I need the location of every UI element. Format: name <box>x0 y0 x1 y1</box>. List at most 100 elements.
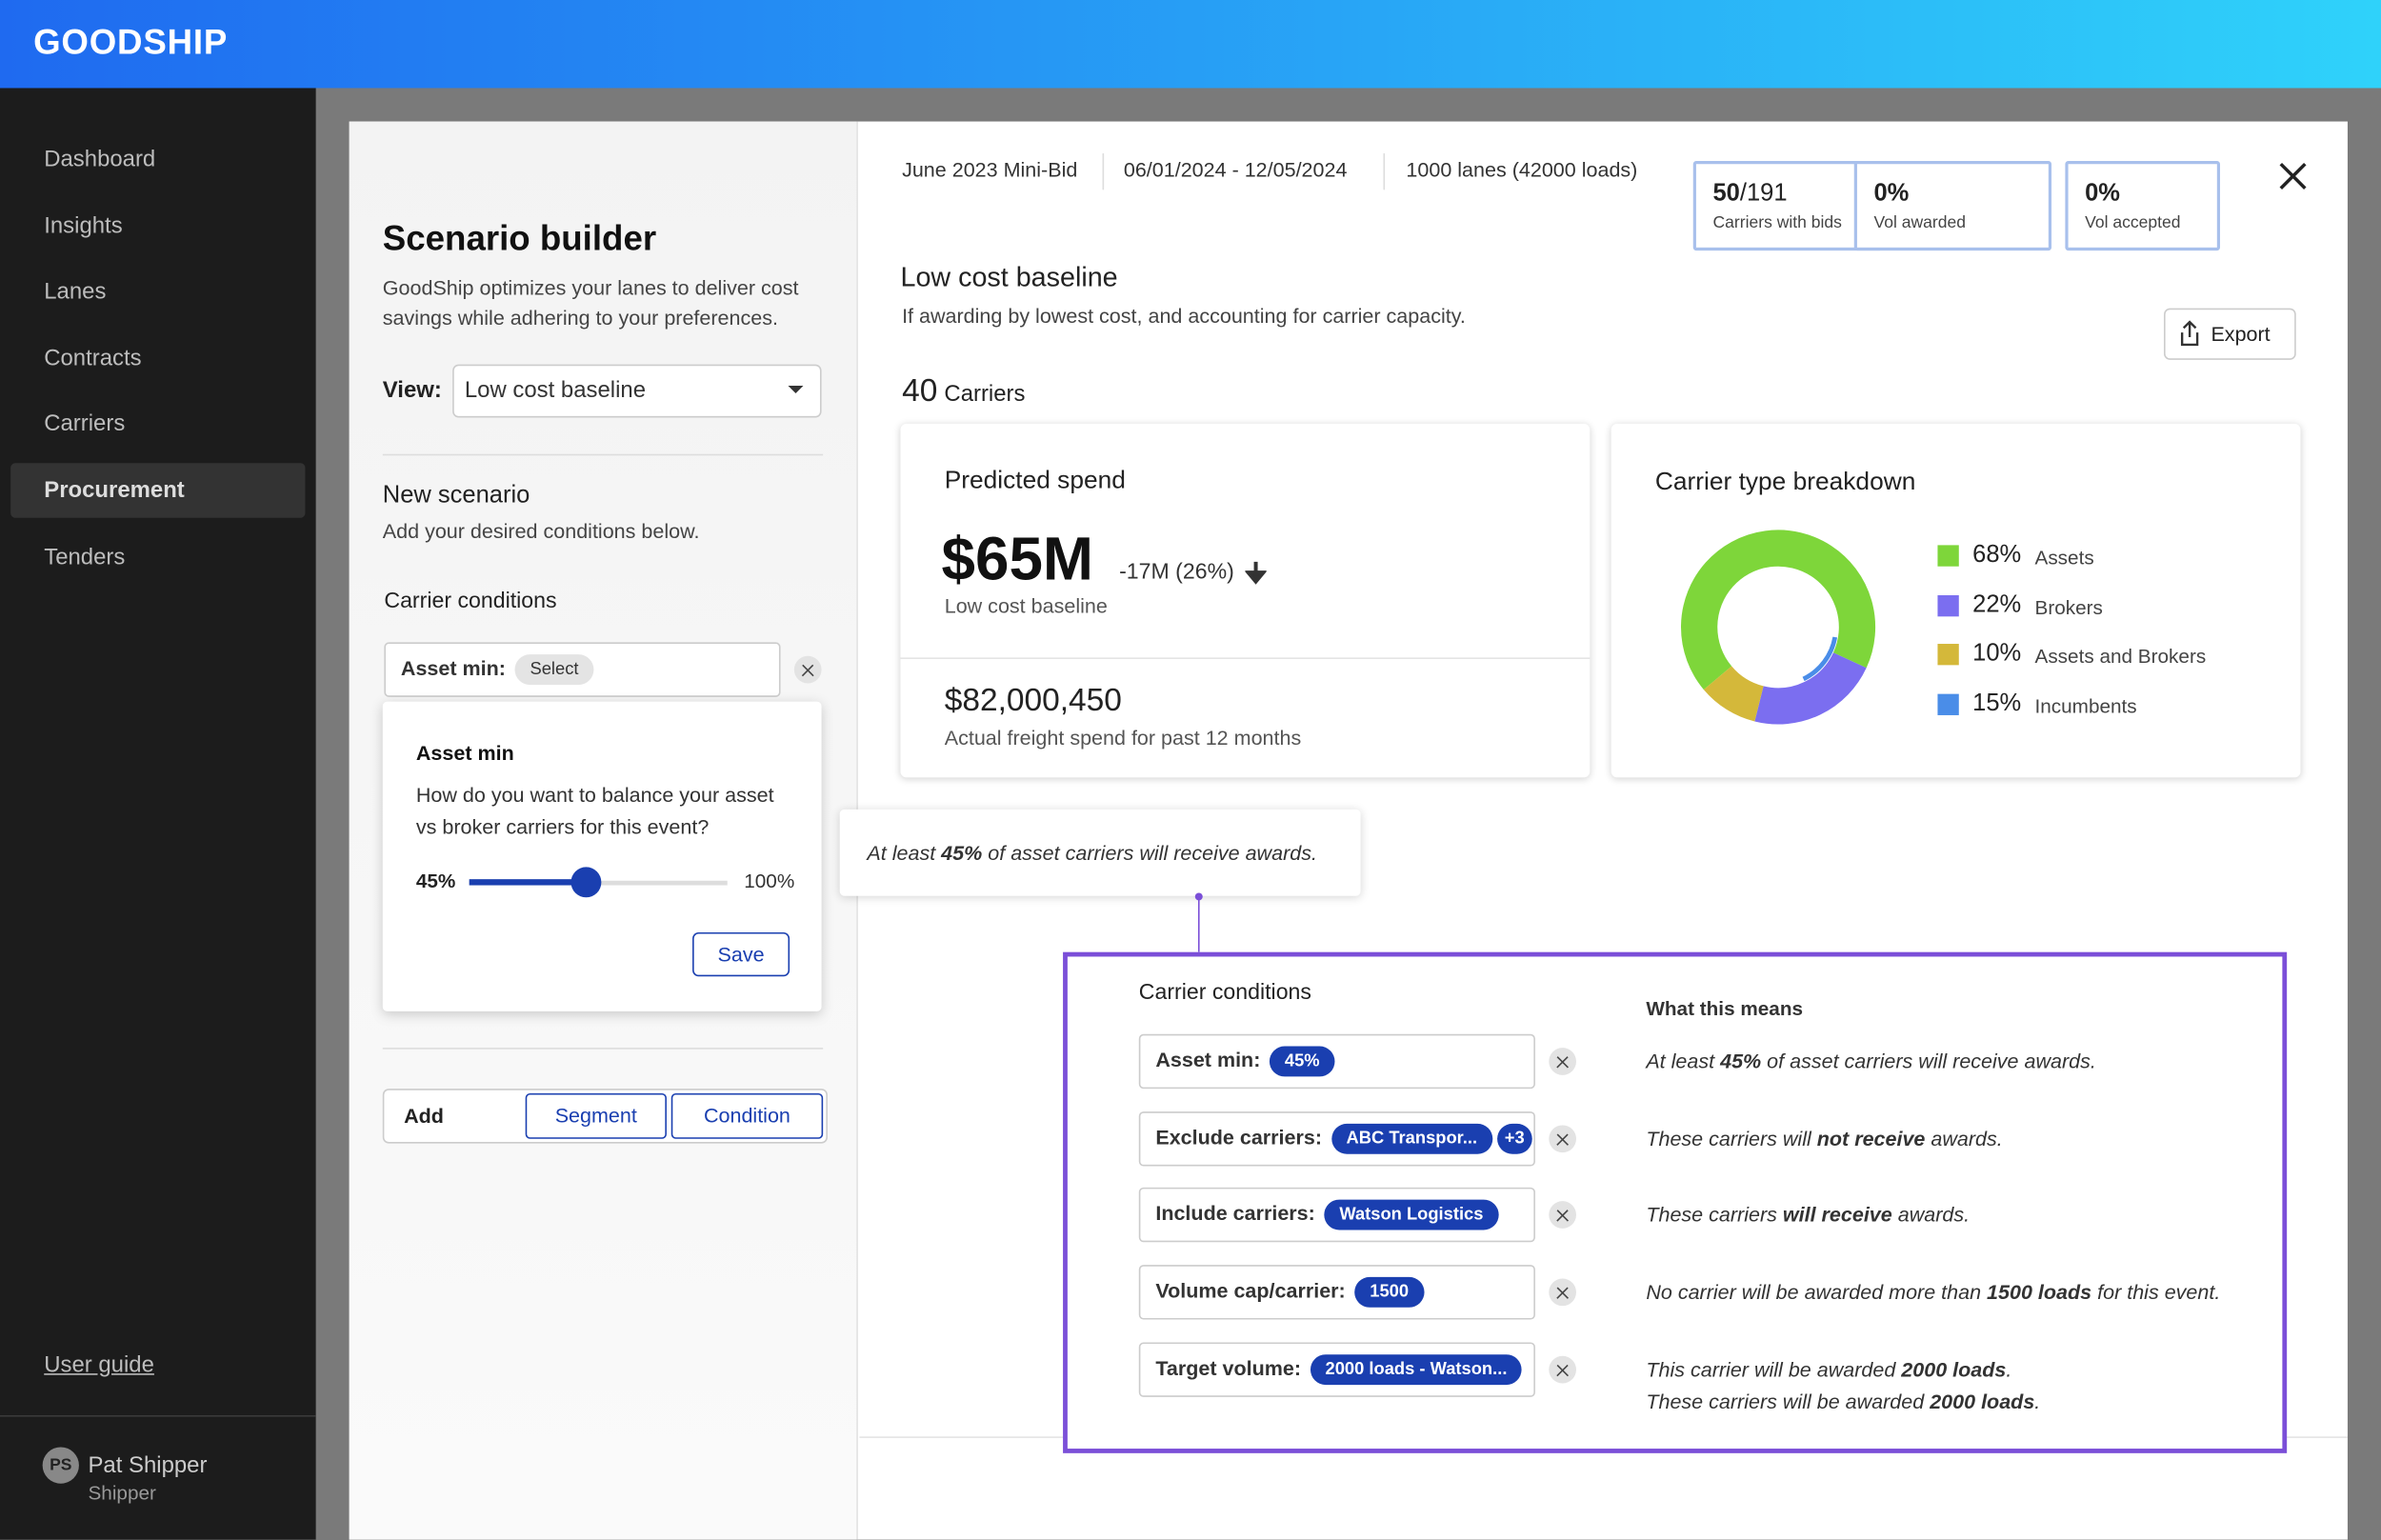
stat-box <box>1853 161 2052 251</box>
legend-swatch <box>1937 644 1959 666</box>
value: 0% <box>1873 180 1910 207</box>
donut-segment <box>1754 651 1867 725</box>
remove-button[interactable] <box>793 655 822 684</box>
add-label: Add <box>404 1104 444 1128</box>
text: At least <box>1646 1050 1721 1073</box>
divider <box>0 1414 316 1417</box>
chip[interactable]: ABC Transpor... <box>1331 1123 1493 1154</box>
remove-button[interactable] <box>1549 1355 1576 1384</box>
nav-item[interactable]: Lanes <box>44 278 107 305</box>
condition: Target volume: 2000 loads - Watson... <box>1155 1354 1523 1386</box>
text: These carriers will be awarded <box>1646 1390 1931 1413</box>
stat-label: Vol awarded <box>1873 213 1967 232</box>
builder-title: Scenario builder <box>382 217 657 258</box>
meaning: These carriers will not receive awards. <box>1646 1128 2002 1150</box>
condition: Exclude carriers: ABC Transpor... +3 <box>1155 1123 1532 1154</box>
popover-title: Asset min <box>415 741 514 765</box>
remove-button[interactable] <box>1549 1278 1576 1307</box>
chip[interactable]: 1500 <box>1354 1276 1424 1308</box>
export-button[interactable] <box>2164 308 2296 360</box>
emphasis: 2000 loads <box>1901 1358 2007 1382</box>
text: These carriers <box>1646 1203 1783 1227</box>
segment-button[interactable]: Segment <box>525 1092 667 1139</box>
condition: Asset min: 45% <box>1155 1046 1335 1077</box>
spend-caption: Low cost baseline <box>944 594 1108 618</box>
legend-value: 22% <box>1972 591 2022 618</box>
actual-caption: Actual freight spend for past 12 months <box>944 726 1302 750</box>
avatar: PS <box>42 1447 79 1484</box>
text: awards. <box>1891 1203 1971 1227</box>
view-select[interactable] <box>452 364 822 418</box>
stat-label: Vol accepted <box>2085 213 2181 232</box>
remove-button[interactable] <box>1549 1201 1576 1229</box>
meaning: These carriers will be awarded 2000 load… <box>1646 1390 2040 1413</box>
condition-button[interactable]: Condition <box>670 1092 824 1139</box>
spend-value: $65M <box>941 526 1094 593</box>
spend-card <box>900 423 1591 778</box>
chip[interactable]: Select <box>514 654 594 686</box>
condition-input[interactable] <box>1138 1265 1535 1320</box>
slider-knob[interactable] <box>570 867 602 898</box>
bid-name: June 2023 Mini-Bid <box>902 158 1078 182</box>
nav-item[interactable]: Procurement <box>44 477 185 504</box>
emphasis: 2000 loads <box>1930 1390 2035 1413</box>
remove-button[interactable] <box>1549 1048 1576 1075</box>
view-value[interactable]: Low cost baseline <box>464 377 647 404</box>
logo[interactable]: GOODSHIP <box>33 22 229 62</box>
condition-label: Asset min: <box>1155 1049 1261 1071</box>
text: . <box>2006 1358 2012 1382</box>
legend-label: Assets <box>2034 546 2094 570</box>
user-guide-link[interactable]: User guide <box>44 1351 154 1378</box>
meaning-title: What this means <box>1646 996 1804 1020</box>
save-button[interactable]: Save <box>692 931 790 977</box>
nav-item[interactable]: Tenders <box>44 544 126 570</box>
slider-min-label: 45% <box>415 869 456 892</box>
legend-label: Brokers <box>2034 595 2103 619</box>
sidebar <box>0 88 316 1540</box>
separator <box>1383 153 1386 190</box>
close-button[interactable] <box>2278 161 2309 191</box>
emphasis: 45% <box>941 842 983 866</box>
nav-item[interactable]: Insights <box>44 213 123 240</box>
emphasis: will receive <box>1782 1203 1892 1227</box>
value: 50 <box>1712 180 1740 207</box>
chip[interactable]: Watson Logistics <box>1324 1199 1499 1230</box>
active-nav-bg <box>10 463 306 518</box>
nav-item[interactable]: Carriers <box>44 410 126 437</box>
emphasis: not receive <box>1816 1127 1926 1150</box>
chip[interactable]: 2000 loads - Watson... <box>1310 1354 1523 1386</box>
divider <box>382 1048 824 1050</box>
stat-value: 50/191 <box>1712 181 1787 209</box>
emphasis: 1500 loads <box>1987 1280 2092 1304</box>
remove-button[interactable] <box>1549 1125 1576 1153</box>
chip[interactable]: 45% <box>1269 1046 1335 1077</box>
legend-swatch <box>1937 545 1959 567</box>
separator <box>1102 153 1105 190</box>
export-label[interactable]: Export <box>2211 322 2271 346</box>
nav-item[interactable]: Dashboard <box>44 146 156 172</box>
dropdown-caret <box>788 385 804 393</box>
nav-item[interactable]: Contracts <box>44 345 142 371</box>
text: awards. <box>1925 1127 2003 1150</box>
stat-box <box>1692 161 1884 251</box>
condition-label: Volume cap/carrier: <box>1155 1279 1346 1303</box>
label: Asset min: <box>400 656 506 680</box>
chip[interactable]: +3 <box>1496 1123 1532 1154</box>
card-title: Predicted spend <box>944 467 1126 494</box>
connector <box>1197 895 1200 952</box>
user-role: Shipper <box>88 1481 156 1505</box>
condition-label: Exclude carriers: <box>1155 1126 1323 1150</box>
condition-input[interactable] <box>1138 1033 1535 1090</box>
actual-spend: $82,000,450 <box>944 683 1122 719</box>
legend-value: 68% <box>1972 542 2022 569</box>
text: These carriers will <box>1646 1127 1817 1150</box>
tooltip-text: At least 45% of asset carriers will rece… <box>867 842 1317 865</box>
unit: Carriers <box>944 381 1026 408</box>
new-scenario-hint: Add your desired conditions below. <box>382 520 700 543</box>
top-bar <box>0 0 2381 89</box>
donut-chart <box>1681 530 1876 725</box>
text: of asset carriers will receive awards. <box>982 842 1317 866</box>
total: /191 <box>1739 180 1788 207</box>
